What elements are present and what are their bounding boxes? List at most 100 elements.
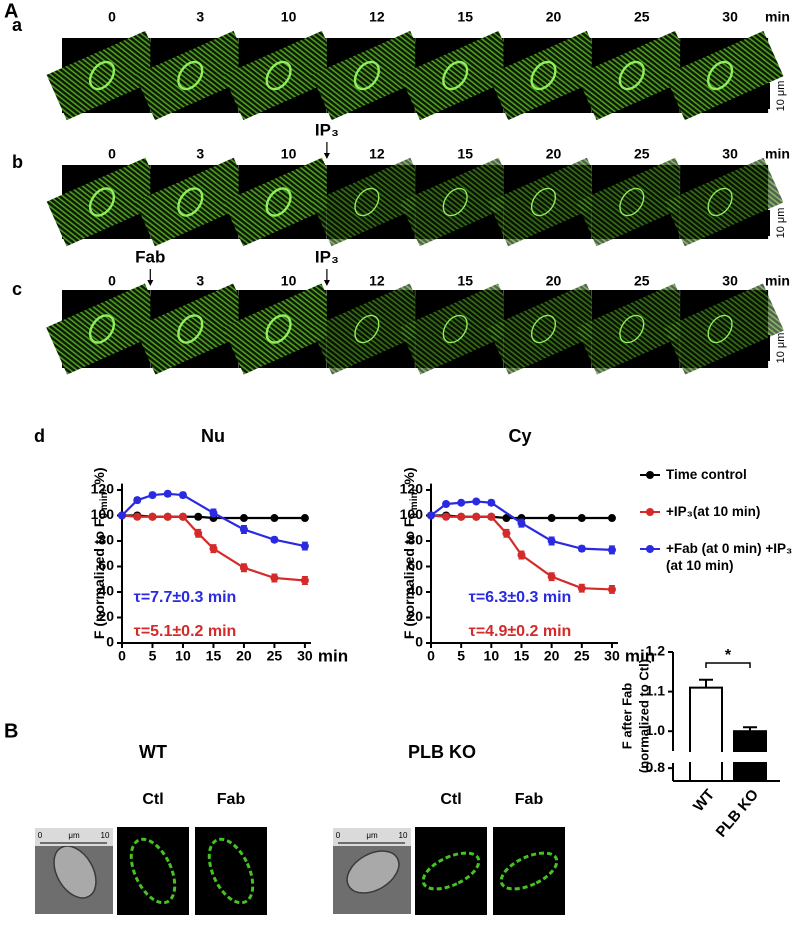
error-bar [699, 678, 713, 688]
data-point [547, 572, 556, 581]
data-point [239, 525, 248, 534]
time-label: 10 [281, 146, 297, 162]
condition-label: Fab [217, 791, 246, 808]
x-tick-label: 15 [514, 648, 530, 664]
myocyte [488, 157, 607, 247]
y-tick-label: 40 [407, 583, 423, 599]
event-marker: IP₃ [315, 120, 339, 139]
y-tick-label: 120 [400, 481, 424, 497]
data-point [270, 573, 279, 582]
data-point [472, 512, 481, 521]
series-line [430, 514, 613, 591]
y-label-sub: 0 min [99, 492, 110, 518]
scale-bar-label: 10 μm [775, 333, 787, 364]
data-point [178, 512, 187, 521]
myocyte [46, 283, 166, 375]
chart-title: Nu [201, 426, 225, 446]
micrograph [664, 283, 784, 375]
myocyte [223, 157, 342, 247]
y-tick-label: 60 [407, 557, 423, 573]
data-point [547, 514, 556, 523]
y-tick-label: 80 [407, 532, 423, 548]
myocyte [575, 283, 696, 375]
fluorescent-cell [499, 851, 559, 891]
y-tick-label: 60 [98, 557, 114, 573]
event-marker: IP₃ [315, 247, 339, 266]
legend-label: Time control [666, 467, 747, 482]
nucleus [354, 187, 380, 217]
data-point [239, 514, 248, 523]
y-tick-label: 80 [98, 532, 114, 548]
time-label: 30 [722, 273, 738, 289]
marker-arrowhead [323, 153, 330, 159]
annotation: τ=5.1±0.2 min [134, 623, 237, 640]
panel-label: A [4, 0, 18, 22]
myocyte [576, 30, 696, 121]
nucleus [442, 60, 469, 91]
myocyte [134, 30, 254, 121]
scale-label: μm [68, 831, 80, 840]
marker-arrowhead [147, 280, 154, 286]
time-label: 25 [634, 146, 650, 162]
legend: Time control +IP₃(at 10 min) +Fab (at 0 mi… [640, 466, 798, 594]
nucleus [177, 314, 204, 344]
x-tick-label: 30 [297, 648, 313, 664]
data-point [427, 511, 435, 520]
data-point [178, 491, 187, 500]
x-tick-label: 5 [149, 648, 157, 664]
scale-bar-label: 10 μm [775, 81, 787, 112]
legend-marker [646, 471, 654, 479]
time-label: 20 [546, 273, 562, 289]
nucleus [707, 314, 733, 344]
y-tick-label: 100 [400, 506, 424, 522]
nucleus [177, 187, 204, 217]
x-tick-label: 30 [604, 648, 620, 664]
fluorescence-image [117, 827, 189, 915]
y-tick-label: 0 [106, 634, 114, 650]
scale-label: 10 [399, 831, 408, 840]
micrograph [399, 30, 519, 121]
data-point [607, 585, 616, 594]
y-label-tail: , %) [91, 468, 107, 493]
y-tick-label: 1.1 [646, 682, 666, 698]
y-tick-label: 1.0 [646, 722, 666, 738]
axis-break [675, 752, 782, 762]
y-tick-label: 20 [407, 608, 423, 624]
data-point [487, 512, 496, 521]
data-point [502, 529, 511, 538]
significance-bracket [705, 662, 751, 668]
time-label: 3 [196, 146, 204, 162]
time-label: 3 [196, 9, 204, 25]
micrograph [46, 157, 166, 247]
data-point [457, 512, 466, 521]
fluorescence-image [195, 827, 267, 915]
data-point [547, 536, 556, 545]
time-label: 12 [369, 146, 385, 162]
time-label: 12 [369, 273, 385, 289]
annotation: τ=4.9±0.2 min [469, 623, 572, 640]
data-point [577, 584, 586, 593]
data-point [209, 508, 218, 517]
group-title: WT [139, 742, 167, 762]
data-point [517, 519, 526, 528]
y-label-tail: , %) [401, 468, 417, 493]
chart-title: Cy [508, 426, 531, 446]
data-point [517, 551, 526, 560]
myocyte [487, 283, 608, 375]
myocyte [223, 30, 342, 121]
y-axis-label: F (normalized to F0 min, %) [91, 468, 110, 640]
data-point [239, 563, 248, 572]
nucleus [88, 60, 116, 91]
time-label: 20 [546, 146, 562, 162]
data-point [502, 514, 511, 523]
data-point [472, 497, 481, 506]
x-tick-label: 0 [118, 648, 126, 664]
data-point [148, 512, 157, 521]
x-tick-label: 0 [427, 648, 435, 664]
data-point [270, 514, 279, 523]
nucleus [619, 187, 645, 217]
x-tick-label: 25 [267, 648, 283, 664]
data-point [300, 514, 309, 523]
data-point [487, 498, 496, 507]
